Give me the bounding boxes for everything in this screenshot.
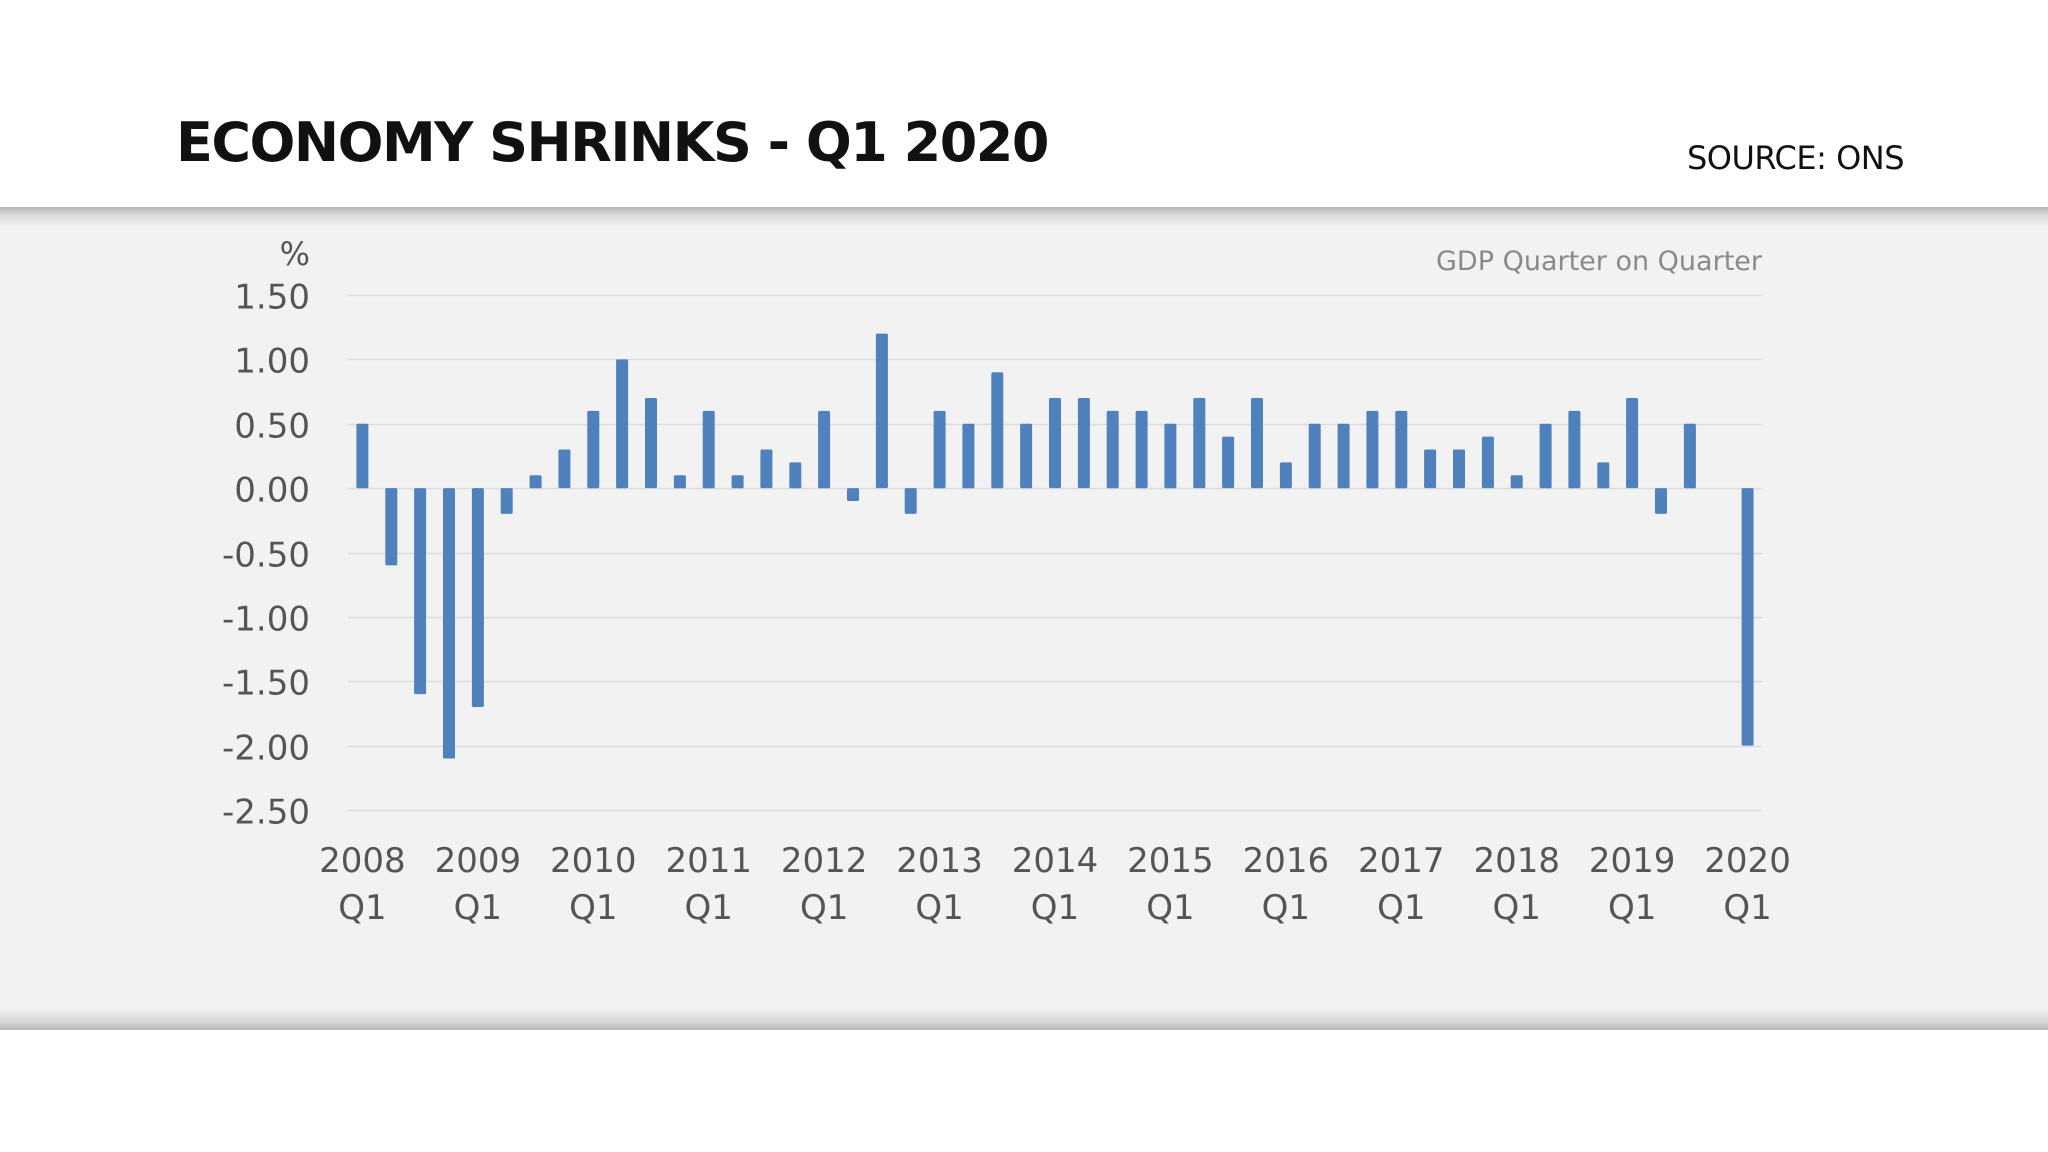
bar: 2013 Q1: 0.6 bbox=[933, 410, 946, 489]
bar: 2008 Q3: -1.6 bbox=[414, 488, 427, 695]
x-tick-quarter: Q1 bbox=[1031, 888, 1079, 928]
x-tick-quarter: Q1 bbox=[338, 888, 386, 928]
bar: 2008 Q4: -2.1 bbox=[443, 488, 455, 759]
x-tick-year: 2008 bbox=[319, 841, 406, 881]
bar: 2012 Q3: 1.2 bbox=[875, 333, 888, 489]
x-tick-quarter: Q1 bbox=[1723, 888, 1771, 928]
x-tick-year: 2016 bbox=[1243, 841, 1330, 881]
x-tick-year: 2013 bbox=[896, 841, 983, 881]
x-tick-year: 2020 bbox=[1704, 841, 1791, 881]
y-tick-label: -0.50 bbox=[222, 536, 310, 576]
bar: 2010 Q1: 0.6 bbox=[587, 410, 600, 489]
bar: 2012 Q2: -0.1 bbox=[847, 488, 859, 501]
x-tick-year: 2011 bbox=[665, 841, 752, 881]
x-tick-year: 2018 bbox=[1473, 841, 1560, 881]
bar: 2009 Q1: -1.7 bbox=[471, 488, 484, 707]
x-tick-year: 2015 bbox=[1127, 841, 1214, 881]
bar: 2014 Q1: 0.7 bbox=[1049, 398, 1061, 489]
bar: 2010 Q2: 1 bbox=[616, 359, 629, 489]
bar: 2010 Q3: 0.7 bbox=[645, 398, 657, 489]
x-tick-quarter: Q1 bbox=[1608, 888, 1656, 928]
chart-header: ECONOMY SHRINKS - Q1 2020 SOURCE: ONS bbox=[0, 0, 2048, 207]
bar: 2014 Q4: 0.6 bbox=[1135, 410, 1148, 489]
bar: 2016 Q1: 0.2 bbox=[1279, 462, 1292, 489]
bar: 2012 Q4: -0.2 bbox=[904, 488, 917, 514]
gridlines bbox=[348, 294, 1762, 812]
y-tick-label: 1.50 bbox=[234, 278, 310, 318]
x-tick-quarter: Q1 bbox=[569, 888, 617, 928]
bar: 2013 Q2: 0.5 bbox=[962, 423, 975, 489]
bar: 2017 Q1: 0.6 bbox=[1395, 410, 1408, 489]
x-tick-quarter: Q1 bbox=[1377, 888, 1425, 928]
bar: 2017 Q3: 0.3 bbox=[1453, 449, 1465, 489]
panel-top-shadow bbox=[0, 207, 2048, 227]
bar: 2015 Q4: 0.7 bbox=[1251, 398, 1263, 489]
bar: 2016 Q4: 0.6 bbox=[1366, 410, 1379, 489]
bar: 2010 Q4: 0.1 bbox=[673, 475, 686, 489]
bar: 2015 Q2: 0.7 bbox=[1193, 398, 1206, 489]
bar: 2017 Q4: 0.4 bbox=[1481, 436, 1494, 489]
bar: 2016 Q3: 0.5 bbox=[1337, 423, 1350, 489]
x-tick-year: 2017 bbox=[1358, 841, 1445, 881]
bar: 2013 Q3: 0.9 bbox=[991, 372, 1004, 489]
bar: 2009 Q3: 0.1 bbox=[529, 475, 542, 489]
bar: 2019 Q3: 0.5 bbox=[1683, 423, 1696, 489]
bar: 2012 Q1: 0.6 bbox=[818, 410, 831, 489]
source-label: SOURCE: ONS bbox=[1686, 139, 1905, 177]
bar: 2009 Q2: -0.2 bbox=[500, 488, 513, 514]
x-tick-year: 2010 bbox=[550, 841, 637, 881]
chart-panel bbox=[0, 207, 2048, 1030]
bar: 2008 Q1: 0.5 bbox=[356, 423, 369, 489]
bar: 2015 Q3: 0.4 bbox=[1222, 436, 1235, 489]
x-tick-year: 2012 bbox=[781, 841, 868, 881]
y-tick-label: -2.00 bbox=[222, 729, 310, 769]
bar: 2018 Q1: 0.1 bbox=[1510, 475, 1523, 489]
y-tick-label: -1.00 bbox=[222, 600, 310, 640]
y-axis-ticks: 1.50 1.00 0.50 0.00 -0.50 -1.00 -1.50 -2.00 -2.5… bbox=[222, 278, 310, 833]
x-tick-quarter: Q1 bbox=[454, 888, 502, 928]
bar: 2011 Q3: 0.3 bbox=[760, 449, 773, 489]
y-tick-label: -2.50 bbox=[222, 793, 310, 833]
bar: 2008 Q2: -0.6 bbox=[385, 488, 398, 566]
y-tick-label: 0.50 bbox=[234, 407, 310, 447]
x-axis-ticks: 2008 Q1 2009 Q1 2010 Q1 2011 Q1 2012 Q1 2013 Q1 2014… bbox=[319, 841, 1791, 928]
x-tick-year: 2009 bbox=[435, 841, 522, 881]
x-tick-quarter: Q1 bbox=[1493, 888, 1541, 928]
bar: 2009 Q4: 0.3 bbox=[558, 449, 571, 489]
x-tick-quarter: Q1 bbox=[685, 888, 733, 928]
chart-subtitle: GDP Quarter on Quarter bbox=[1436, 246, 1763, 277]
x-tick-year: 2019 bbox=[1589, 841, 1676, 881]
x-tick-quarter: Q1 bbox=[915, 888, 963, 928]
bar-series: 2008 Q1: 0.5 2008 Q2: -0.6 2008 Q3: -1.6 20… bbox=[356, 333, 1754, 759]
panel-bottom-shadow bbox=[0, 1008, 2048, 1030]
bar: 2011 Q4: 0.2 bbox=[789, 462, 802, 489]
bar: 2016 Q2: 0.5 bbox=[1308, 423, 1321, 489]
y-tick-label: 1.00 bbox=[234, 342, 310, 382]
bar: 2011 Q2: 0.1 bbox=[731, 475, 744, 489]
bar: 2013 Q4: 0.5 bbox=[1020, 423, 1033, 489]
bar: 2017 Q2: 0.3 bbox=[1424, 449, 1437, 489]
bar: 2014 Q2: 0.7 bbox=[1077, 398, 1090, 489]
x-tick-year: 2014 bbox=[1012, 841, 1099, 881]
bar: 2011 Q1: 0.6 bbox=[702, 410, 715, 489]
bar: 2018 Q4: 0.2 bbox=[1597, 462, 1610, 489]
bar: 2019 Q2: -0.2 bbox=[1655, 488, 1667, 514]
bar: 2014 Q3: 0.6 bbox=[1106, 410, 1119, 489]
y-tick-label: -1.50 bbox=[222, 664, 310, 704]
chart-title: ECONOMY SHRINKS - Q1 2020 bbox=[176, 111, 1049, 174]
y-tick-label: 0.00 bbox=[234, 471, 310, 511]
x-tick-quarter: Q1 bbox=[800, 888, 848, 928]
y-axis-unit: % bbox=[280, 235, 310, 273]
x-tick-quarter: Q1 bbox=[1262, 888, 1310, 928]
bar: 2015 Q1: 0.5 bbox=[1164, 423, 1177, 489]
bar: 2018 Q2: 0.5 bbox=[1539, 423, 1552, 489]
x-tick-quarter: Q1 bbox=[1146, 888, 1194, 928]
bar: 2019 Q1: 0.7 bbox=[1626, 398, 1639, 489]
bar: 2020 Q1: -2 bbox=[1741, 488, 1754, 746]
bar: 2018 Q3: 0.6 bbox=[1568, 410, 1581, 489]
